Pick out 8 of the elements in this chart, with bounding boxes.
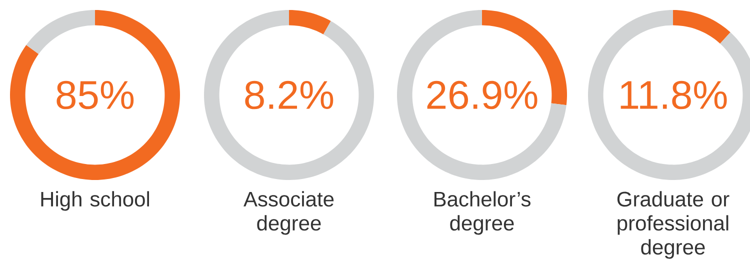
text: 8.2% [245,80,334,110]
text: High school [41,191,150,211]
text: Bachelor’s degree [434,191,530,235]
text: 11.8% [620,80,727,110]
text: 85% [56,80,134,110]
text: 26.9% [427,80,538,110]
text: Associate degree [244,191,334,235]
text: Graduate or professional degree [617,191,730,259]
